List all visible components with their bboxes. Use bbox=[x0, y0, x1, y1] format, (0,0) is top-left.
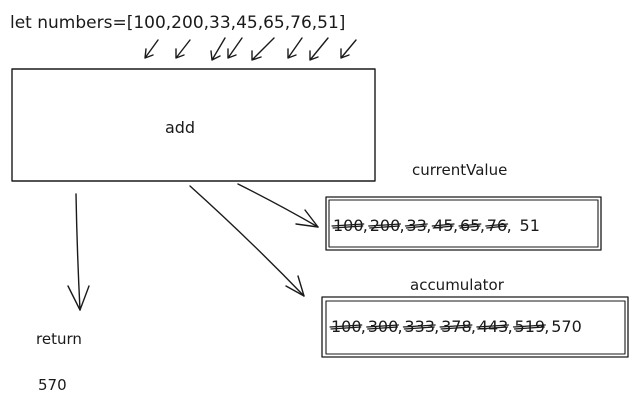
input-arrow-5 bbox=[251, 37, 275, 61]
input-arrow-1 bbox=[144, 39, 159, 59]
current-value-items: 100, 200, 33, 45, 65, 76, 51 bbox=[331, 216, 540, 235]
current-value-arrow bbox=[237, 183, 319, 228]
accumulator-title: accumulator bbox=[410, 276, 505, 294]
acc-comma: , bbox=[544, 317, 549, 336]
input-arrow-4 bbox=[227, 37, 243, 59]
cv-comma: , bbox=[363, 216, 368, 235]
acc-strike bbox=[512, 324, 546, 330]
acc-strike bbox=[476, 324, 510, 330]
acc-comma: , bbox=[434, 317, 439, 336]
cv-comma: , bbox=[453, 216, 458, 235]
cv-comma: , bbox=[480, 216, 485, 235]
acc-strike bbox=[439, 324, 473, 330]
cv-strike bbox=[368, 223, 402, 229]
cv-strike bbox=[331, 223, 365, 229]
input-arrow-8 bbox=[340, 39, 357, 59]
cv-strike bbox=[404, 223, 428, 229]
current-value-box bbox=[325, 196, 602, 251]
add-function-box bbox=[11, 68, 376, 182]
acc-last-value: 570 bbox=[551, 317, 582, 336]
cv-strike bbox=[485, 223, 509, 229]
accumulator-items: 100, 300, 333, 378, 443, 519, 570 bbox=[329, 317, 582, 336]
input-arrow-2 bbox=[175, 39, 191, 59]
acc-strike bbox=[366, 324, 400, 330]
return-label: return bbox=[36, 330, 82, 348]
acc-comma: , bbox=[471, 317, 476, 336]
code-line: let numbers=[100,200,33,45,65,76,51] bbox=[10, 13, 345, 33]
acc-strike bbox=[329, 324, 363, 330]
current-value-title: currentValue bbox=[412, 161, 507, 179]
return-arrow bbox=[67, 193, 90, 311]
acc-strike bbox=[402, 324, 436, 330]
accumulator-arrow bbox=[189, 185, 305, 297]
input-arrow-7 bbox=[309, 37, 329, 61]
accumulator-box-inner bbox=[325, 300, 626, 355]
cv-last-value: 51 bbox=[520, 216, 540, 235]
input-arrows bbox=[144, 37, 357, 61]
cv-strike bbox=[431, 223, 455, 229]
current-value-box-inner bbox=[328, 199, 599, 248]
function-label: add bbox=[165, 118, 195, 137]
cv-comma: , bbox=[426, 216, 431, 235]
cv-comma: , bbox=[399, 216, 404, 235]
accumulator-box bbox=[321, 296, 629, 358]
cv-comma: , bbox=[507, 216, 512, 235]
acc-comma: , bbox=[397, 317, 402, 336]
cv-strike bbox=[458, 223, 482, 229]
input-arrow-3 bbox=[210, 37, 226, 61]
acc-comma: , bbox=[508, 317, 513, 336]
acc-comma: , bbox=[361, 317, 366, 336]
input-arrow-6 bbox=[287, 37, 303, 59]
return-value: 570 bbox=[38, 376, 67, 394]
